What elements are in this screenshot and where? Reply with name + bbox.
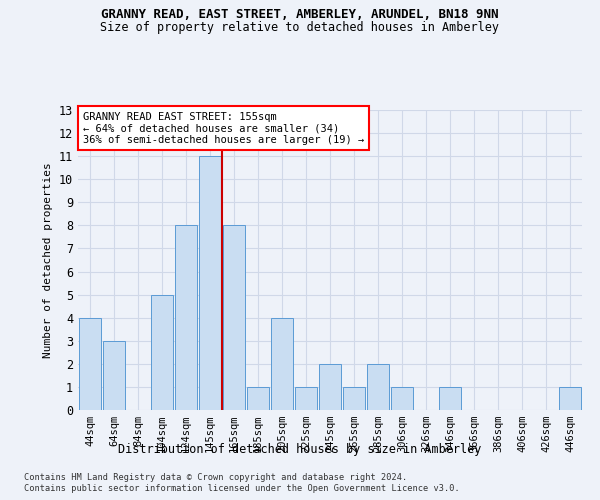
Text: Size of property relative to detached houses in Amberley: Size of property relative to detached ho… <box>101 21 499 34</box>
Bar <box>79 318 101 410</box>
Y-axis label: Number of detached properties: Number of detached properties <box>43 162 53 358</box>
Bar <box>319 364 341 410</box>
Text: Distribution of detached houses by size in Amberley: Distribution of detached houses by size … <box>118 442 482 456</box>
Bar <box>439 387 461 410</box>
Bar <box>247 387 269 410</box>
Text: GRANNY READ EAST STREET: 155sqm
← 64% of detached houses are smaller (34)
36% of: GRANNY READ EAST STREET: 155sqm ← 64% of… <box>83 112 364 144</box>
Bar <box>343 387 365 410</box>
Bar <box>391 387 413 410</box>
Bar <box>367 364 389 410</box>
Text: GRANNY READ, EAST STREET, AMBERLEY, ARUNDEL, BN18 9NN: GRANNY READ, EAST STREET, AMBERLEY, ARUN… <box>101 8 499 20</box>
Bar <box>103 341 125 410</box>
Bar <box>559 387 581 410</box>
Bar <box>151 294 173 410</box>
Bar <box>175 226 197 410</box>
Bar <box>223 226 245 410</box>
Bar <box>199 156 221 410</box>
Text: Contains HM Land Registry data © Crown copyright and database right 2024.: Contains HM Land Registry data © Crown c… <box>24 472 407 482</box>
Text: Contains public sector information licensed under the Open Government Licence v3: Contains public sector information licen… <box>24 484 460 493</box>
Bar <box>295 387 317 410</box>
Bar <box>271 318 293 410</box>
